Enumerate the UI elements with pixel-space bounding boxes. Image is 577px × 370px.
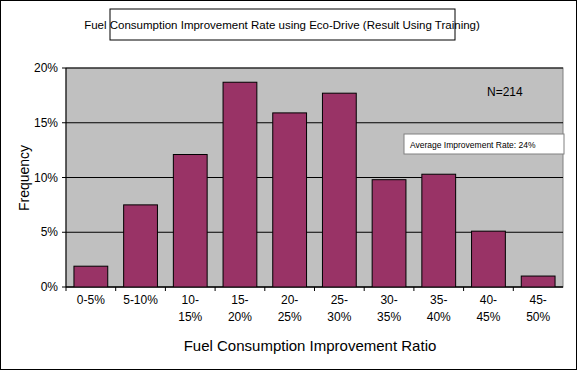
x-tick-label: 0-5% — [77, 293, 105, 307]
x-tick-label: 5-10% — [123, 293, 158, 307]
y-tick — [62, 287, 66, 288]
x-tick-label-part: 40% — [427, 310, 451, 324]
x-tick — [215, 287, 216, 291]
x-tick-label-part: 50% — [526, 310, 550, 324]
y-axis — [66, 68, 67, 287]
bar — [273, 113, 307, 287]
bar — [74, 266, 108, 287]
y-tick-label: 10% — [34, 171, 58, 185]
grid-line — [66, 68, 563, 69]
x-tick-label: 40-45% — [476, 293, 500, 324]
annotation: N=214 — [487, 85, 523, 99]
x-tick — [66, 287, 67, 291]
bar — [322, 93, 356, 287]
frame — [1, 1, 577, 370]
annotation-box — [404, 134, 564, 154]
x-tick-label: 30-35% — [377, 293, 401, 324]
x-tick-label: 15-20% — [228, 293, 252, 324]
y-tick-label: 5% — [41, 225, 59, 239]
x-tick — [165, 287, 166, 291]
title: Fuel Consumption Improvement Rate using … — [84, 19, 480, 31]
y-axis-title: Frequency — [16, 145, 32, 211]
y-tick — [62, 177, 66, 178]
annotation: Average Improvement Rate: 24% — [410, 140, 536, 150]
y-tick — [62, 232, 66, 233]
y-tick-label: 0% — [41, 280, 59, 294]
bars — [74, 82, 555, 287]
x-tick-label-part: 35% — [377, 310, 401, 324]
x-tick-label: 20-25% — [278, 293, 302, 324]
x-tick-label-part: 25- — [331, 293, 348, 307]
x-tick-label-part: 10- — [182, 293, 199, 307]
x-tick-label: 45-50% — [526, 293, 550, 324]
x-tick-label: 25-30% — [327, 293, 351, 324]
x-tick — [264, 287, 265, 291]
x-tick-label: 35-40% — [427, 293, 451, 324]
x-tick-label-part: 0-5% — [77, 293, 105, 307]
y-tick-label: 20% — [34, 61, 58, 75]
y-tick-label: 15% — [34, 116, 58, 130]
bar — [422, 174, 456, 287]
bar — [223, 82, 257, 287]
x-tick-label-part: 15% — [178, 310, 202, 324]
x-tick-label-part: 40- — [480, 293, 497, 307]
x-tick-label-part: 25% — [278, 310, 302, 324]
x-tick-label-part: 5-10% — [123, 293, 158, 307]
bar — [472, 231, 506, 287]
x-tick-label-part: 35- — [430, 293, 447, 307]
grid-line — [66, 177, 563, 178]
x-axis-title: Fuel Consumption Improvement Ratio — [184, 337, 437, 354]
x-tick-label: 10-15% — [178, 293, 202, 324]
chart: 0%5%10%15%20%0-5%5-10%10-15%15-20%20-25%… — [0, 0, 577, 370]
x-tick — [115, 287, 116, 291]
bar — [124, 205, 158, 287]
x-tick-label-part: 20- — [281, 293, 298, 307]
y-tick — [62, 68, 66, 69]
x-tick-label-part: 20% — [228, 310, 252, 324]
grid-line — [66, 122, 563, 123]
x-tick — [364, 287, 365, 291]
x-tick — [413, 287, 414, 291]
x-tick-label-part: 30% — [327, 310, 351, 324]
x-tick-label-part: 15- — [231, 293, 248, 307]
bar — [372, 180, 406, 287]
y-tick — [62, 122, 66, 123]
x-tick-label-part: 45% — [476, 310, 500, 324]
x-tick — [463, 287, 464, 291]
x-tick-label-part: 30- — [380, 293, 397, 307]
x-tick-label-part: 45- — [529, 293, 546, 307]
bar — [521, 276, 555, 287]
x-tick — [513, 287, 514, 291]
x-tick — [314, 287, 315, 291]
bar — [173, 155, 207, 287]
plot-area — [66, 68, 563, 287]
